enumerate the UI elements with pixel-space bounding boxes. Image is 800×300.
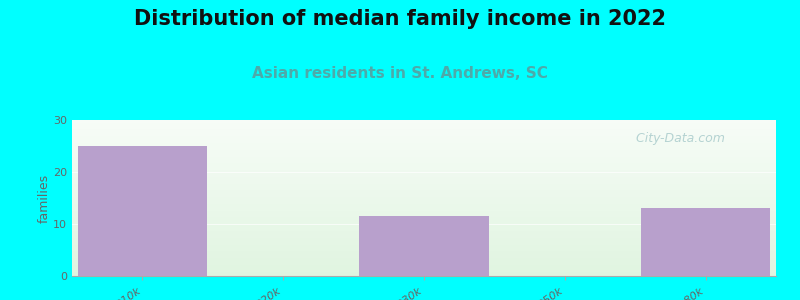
Text: Distribution of median family income in 2022: Distribution of median family income in … [134,9,666,29]
Bar [641,208,770,276]
Y-axis label: families: families [38,173,50,223]
Bar [359,216,489,276]
Text: City-Data.com: City-Data.com [628,133,725,146]
Text: Asian residents in St. Andrews, SC: Asian residents in St. Andrews, SC [252,66,548,81]
Bar [78,146,207,276]
